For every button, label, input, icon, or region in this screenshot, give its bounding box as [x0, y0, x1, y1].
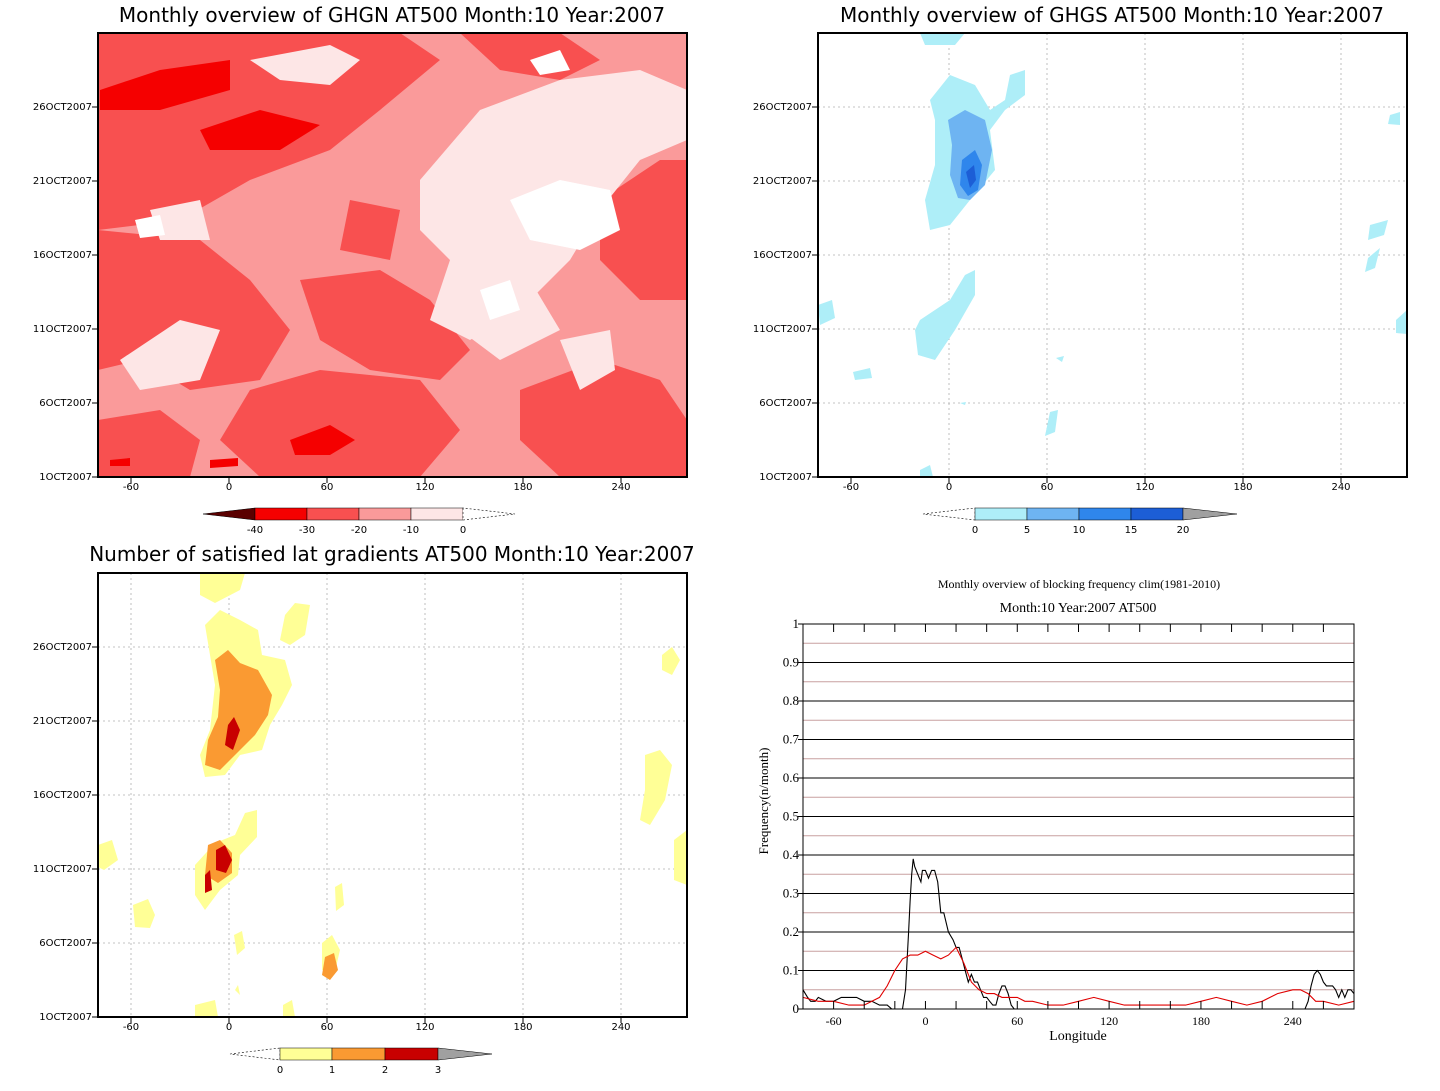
y-tick-label: 11OCT2007 [753, 324, 812, 335]
x-tick-label: 180 [1192, 1014, 1210, 1028]
ghgn-field [98, 33, 687, 477]
colorbar-label: 2 [382, 1065, 388, 1076]
ghgn-title: Monthly overview of GHGN AT500 Month:10 … [119, 3, 665, 27]
x-tick-label: 240 [611, 1022, 630, 1033]
y-tick-label: 0 [793, 1001, 800, 1016]
colorbar-label: 15 [1125, 525, 1138, 536]
y-tick-label: 0.3 [783, 886, 799, 901]
y-tick-label: 21OCT2007 [33, 176, 92, 187]
grid [98, 573, 687, 1017]
x-tick-label: 180 [1233, 482, 1252, 493]
y-tick-label: 0.4 [783, 847, 800, 862]
colorbar-label: 0 [972, 525, 978, 536]
x-tick-label: 60 [1041, 482, 1054, 493]
ghgs-colorbar: 0 5 10 15 20 [922, 507, 1238, 536]
x-tick-label: 60 [1011, 1014, 1023, 1028]
grad-field [98, 573, 687, 1017]
colorbar-label: 5 [1024, 525, 1030, 536]
y-tick-label: 21OCT2007 [753, 176, 812, 187]
y-tick-label: 6OCT2007 [39, 398, 92, 409]
grad-panel: Number of satisfied lat gradients AT500 … [33, 545, 695, 1076]
x-tick-label: 120 [415, 482, 434, 493]
x-tick-label: 0 [922, 1014, 928, 1028]
ghgn-colorbar: -40 -30 -20 -10 0 [202, 507, 516, 536]
y-tick-label: 1OCT2007 [759, 472, 812, 483]
grad-title: Number of satisfied lat gradients AT500 … [89, 545, 695, 566]
y-tick-label: 11OCT2007 [33, 864, 92, 875]
y-tick-label: 1OCT2007 [39, 1012, 92, 1023]
colorbar-label: 1 [329, 1065, 335, 1076]
colorbar-label: -10 [403, 525, 419, 536]
y-tick-label: 21OCT2007 [33, 716, 92, 727]
ghgs-title: Monthly overview of GHGS AT500 Month:10 … [840, 3, 1384, 27]
x-tick-label: 120 [1100, 1014, 1118, 1028]
colorbar-label: -20 [351, 525, 367, 536]
y-tick-label: 0.2 [783, 924, 799, 939]
x-tick-label: -60 [123, 1022, 139, 1033]
x-tick-label: 180 [513, 482, 532, 493]
x-tick-label: 60 [321, 1022, 334, 1033]
colorbar-label: 3 [435, 1065, 441, 1076]
grid [818, 33, 1407, 477]
x-tick-label: 60 [321, 482, 334, 493]
x-tick-label: 240 [611, 482, 630, 493]
ghgn-y-ticks: 26OCT2007 21OCT2007 16OCT2007 11OCT2007 … [33, 102, 98, 483]
y-tick-label: 26OCT2007 [33, 642, 92, 653]
ghgn-panel: Monthly overview of GHGN AT500 Month:10 … [33, 3, 688, 536]
x-tick-label: 240 [1284, 1014, 1302, 1028]
x-tick-label: -60 [826, 1014, 842, 1028]
x-tick-label: 120 [1135, 482, 1154, 493]
freq-axes: 0 0.1 0.2 0.3 0.4 0.5 0.6 0.7 0.8 0.9 1 -60 0 60 120 18… [783, 616, 1355, 1028]
y-tick-label: 6OCT2007 [39, 938, 92, 949]
colorbar-label: 0 [277, 1065, 283, 1076]
colorbar-label: 10 [1073, 525, 1086, 536]
series-line-red [802, 946, 1355, 1006]
freq-subtitle: Month:10 Year:2007 AT500 [1000, 601, 1157, 616]
y-tick-label: 6OCT2007 [759, 398, 812, 409]
y-tick-label: 0.1 [783, 963, 799, 978]
grad-colorbar: 0 1 2 3 [229, 1047, 493, 1076]
freq-grid [803, 623, 1354, 1010]
x-tick-label: 0 [946, 482, 952, 493]
x-tick-label: 120 [415, 1022, 434, 1033]
ghgs-field [818, 33, 1407, 477]
grad-y-ticks: 26OCT2007 21OCT2007 16OCT2007 11OCT2007 … [33, 642, 98, 1023]
y-tick-label: 1 [793, 616, 800, 631]
ghgs-x-ticks: -60 0 60 120 180 240 [843, 477, 1351, 493]
grad-x-ticks: -60 0 60 120 180 240 [123, 1017, 631, 1033]
y-tick-label: 0.9 [783, 655, 799, 670]
y-tick-label: 0.8 [783, 693, 799, 708]
colorbar-label: -40 [247, 525, 263, 536]
freq-panel: Monthly overview of blocking frequency c… [756, 577, 1355, 1044]
y-tick-label: 0.6 [783, 770, 800, 785]
y-tick-label: 0.7 [783, 732, 800, 747]
x-tick-label: -60 [123, 482, 139, 493]
y-tick-label: 16OCT2007 [33, 790, 92, 801]
x-tick-label: 0 [226, 482, 232, 493]
colorbar-label: -30 [299, 525, 315, 536]
freq-xlabel: Longitude [1049, 1029, 1107, 1044]
freq-lines [802, 858, 1355, 1010]
x-tick-label: 240 [1331, 482, 1350, 493]
y-tick-label: 1OCT2007 [39, 472, 92, 483]
y-tick-label: 16OCT2007 [753, 250, 812, 261]
colorbar-label: 20 [1177, 525, 1190, 536]
ghgn-x-ticks: -60 0 60 120 180 240 [123, 477, 631, 493]
y-tick-label: 26OCT2007 [753, 102, 812, 113]
freq-ylabel: Frequency(n/month) [756, 748, 771, 855]
x-tick-label: 0 [226, 1022, 232, 1033]
colorbar-label: 0 [460, 525, 466, 536]
x-tick-label: 180 [513, 1022, 532, 1033]
freq-title: Monthly overview of blocking frequency c… [938, 577, 1220, 591]
ghgs-y-ticks: 26OCT2007 21OCT2007 16OCT2007 11OCT2007 … [753, 102, 818, 483]
y-tick-label: 26OCT2007 [33, 102, 92, 113]
series-line-black [802, 858, 1355, 1010]
y-tick-label: 11OCT2007 [33, 324, 92, 335]
y-tick-label: 0.5 [783, 809, 799, 824]
ghgs-panel: Monthly overview of GHGS AT500 Month:10 … [753, 3, 1408, 536]
y-tick-label: 16OCT2007 [33, 250, 92, 261]
x-tick-label: -60 [843, 482, 859, 493]
